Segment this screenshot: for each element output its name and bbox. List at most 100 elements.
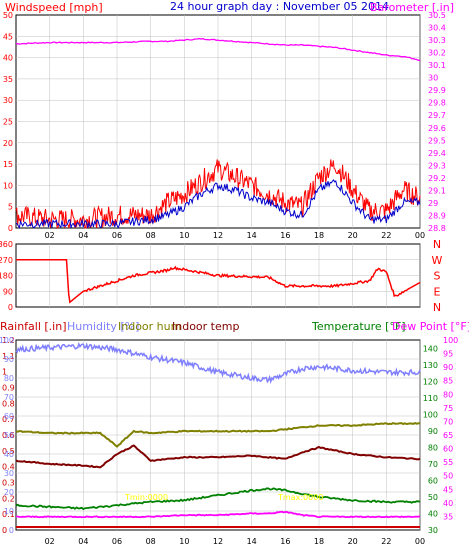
wind-tick-label: 10 [3, 181, 13, 190]
barometer-line [15, 37, 421, 62]
panel1-series [15, 37, 421, 230]
rain-tick-label: 1.1 [2, 352, 15, 361]
panel1-ticks: 0 5 10 15 20 25 30 35 40 45 50 28.8 28.9 29 29.1 29.2 29… [3, 11, 446, 240]
temperature-tick-label: 90 [428, 427, 438, 436]
dewpoint-tick-label: 40 [443, 499, 453, 508]
x-tick-label: 00 [415, 537, 425, 546]
humidity-tick-label: 10 [4, 507, 14, 516]
x-tick-label: 20 [348, 231, 358, 240]
x-tick-label: 02 [45, 537, 55, 546]
x-tick-label: 22 [381, 231, 391, 240]
wind-tick-label: 40 [3, 54, 13, 63]
rain-tick-label: 0.4 [2, 463, 15, 472]
dewpoint-tick-label: 95 [443, 350, 453, 359]
temperature-tick-label: 50 [428, 493, 438, 502]
wind-tick-label: 20 [3, 139, 13, 148]
wind-avg-line [15, 179, 421, 229]
wind-tick-label: 15 [3, 160, 13, 169]
dewpoint-tick-label: 55 [443, 458, 453, 467]
temperature-tick-label: 130 [423, 361, 438, 370]
wind-tick-label: 5 [8, 203, 13, 212]
humidity-tick-label: 80 [4, 374, 14, 383]
x-tick-label: 16 [280, 537, 290, 546]
temperature-tick-label: 30 [428, 526, 438, 535]
x-tick-label: 14 [247, 231, 257, 240]
x-tick-label: 02 [45, 231, 55, 240]
temperature-tick-label: 70 [428, 460, 438, 469]
wind-tick-label: 45 [3, 32, 13, 41]
x-tick-label: 12 [213, 231, 223, 240]
indoor-temp-label: Indoor temp [172, 320, 239, 333]
humidity-tick-label: 40 [4, 450, 14, 459]
baro-tick-label: 29.2 [428, 174, 446, 183]
x-tick-label: 04 [78, 537, 88, 546]
dewpoint-tick-label: 100 [443, 336, 458, 345]
baro-tick-label: 30.2 [428, 49, 446, 58]
humidity-tick-label: 70 [4, 393, 14, 402]
direction-tick-label: 360 [0, 240, 13, 249]
wind-tick-label: 0 [8, 224, 13, 233]
baro-tick-label: 29.3 [428, 161, 446, 170]
temperature-axis-title: Temperature [°F] [311, 320, 406, 333]
dewpoint-tick-label: 90 [443, 363, 453, 372]
temperature-tick-label: 80 [428, 443, 438, 452]
rain-tick-label: 0.9 [2, 384, 15, 393]
baro-tick-label: 29.7 [428, 111, 446, 120]
humidity-tick-label: 30 [4, 469, 14, 478]
humidity-tick-label: 60 [4, 412, 14, 421]
rain-tick-label: 0.2 [2, 494, 15, 503]
panel1-grid [15, 14, 421, 229]
x-tick-label: 10 [179, 231, 189, 240]
baro-tick-label: 30.4 [428, 24, 446, 33]
temperature-tick-label: 40 [428, 509, 438, 518]
indoor-hum-line [15, 422, 421, 448]
dewpoint-tick-label: 75 [443, 404, 453, 413]
dewpoint-tick-label: 45 [443, 485, 453, 494]
baro-tick-label: 30.5 [428, 11, 446, 20]
panel2-series [16, 259, 421, 304]
panel3-ticks: 0 0.1 0.2 0.3 0.4 0.5 0.6 0.7 0.8 0.9 1 1.1 1.2 0 10 20… [0, 336, 458, 546]
compass-label: N [433, 301, 441, 314]
baro-tick-label: 29.1 [428, 186, 446, 195]
direction-tick-label: 270 [0, 256, 13, 265]
dewpoint-tick-label: 35 [443, 512, 453, 521]
x-tick-label: 00 [415, 231, 425, 240]
compass-label: S [434, 270, 441, 283]
temperature-line [15, 487, 421, 511]
x-tick-label: 22 [381, 537, 391, 546]
humidity-tick-label: 20 [4, 488, 14, 497]
compass-label: E [434, 285, 441, 298]
baro-axis-title: Barometer [.in] [370, 1, 454, 14]
wind-tick-label: 50 [3, 11, 13, 20]
baro-tick-label: 29.9 [428, 86, 446, 95]
humidity-line [15, 341, 421, 385]
wind-axis-title: Windspeed [mph] [5, 1, 103, 14]
chart-title: 24 hour graph day : November 05 2014 [170, 0, 389, 13]
direction-tick-label: 90 [3, 287, 13, 296]
dewpoint-tick-label: 70 [443, 417, 453, 426]
dewpoint-tick-label: 85 [443, 377, 453, 386]
rain-tick-label: 0 [2, 526, 7, 535]
dewpoint-axis-title: Dew Point [°F] [392, 320, 469, 333]
x-tick-label: 08 [146, 231, 156, 240]
windspeed-line [15, 159, 421, 230]
rain-tick-label: 1 [2, 368, 7, 377]
x-tick-label: 08 [146, 537, 156, 546]
rain-tick-label: 0.5 [2, 447, 15, 456]
panel3-series [15, 341, 421, 528]
indoor-temp-line [15, 444, 421, 469]
direction-tick-label: 180 [0, 272, 13, 281]
x-tick-label: 10 [179, 537, 189, 546]
x-tick-label: 12 [213, 537, 223, 546]
wind-tick-label: 30 [3, 96, 13, 105]
x-tick-label: 06 [112, 231, 122, 240]
humidity-tick-label: 50 [4, 431, 14, 440]
baro-tick-label: 30 [428, 74, 438, 83]
baro-tick-label: 30.3 [428, 36, 446, 45]
wind-tick-label: 25 [3, 118, 13, 127]
x-tick-label: 18 [314, 231, 324, 240]
temperature-tick-label: 110 [423, 394, 438, 403]
